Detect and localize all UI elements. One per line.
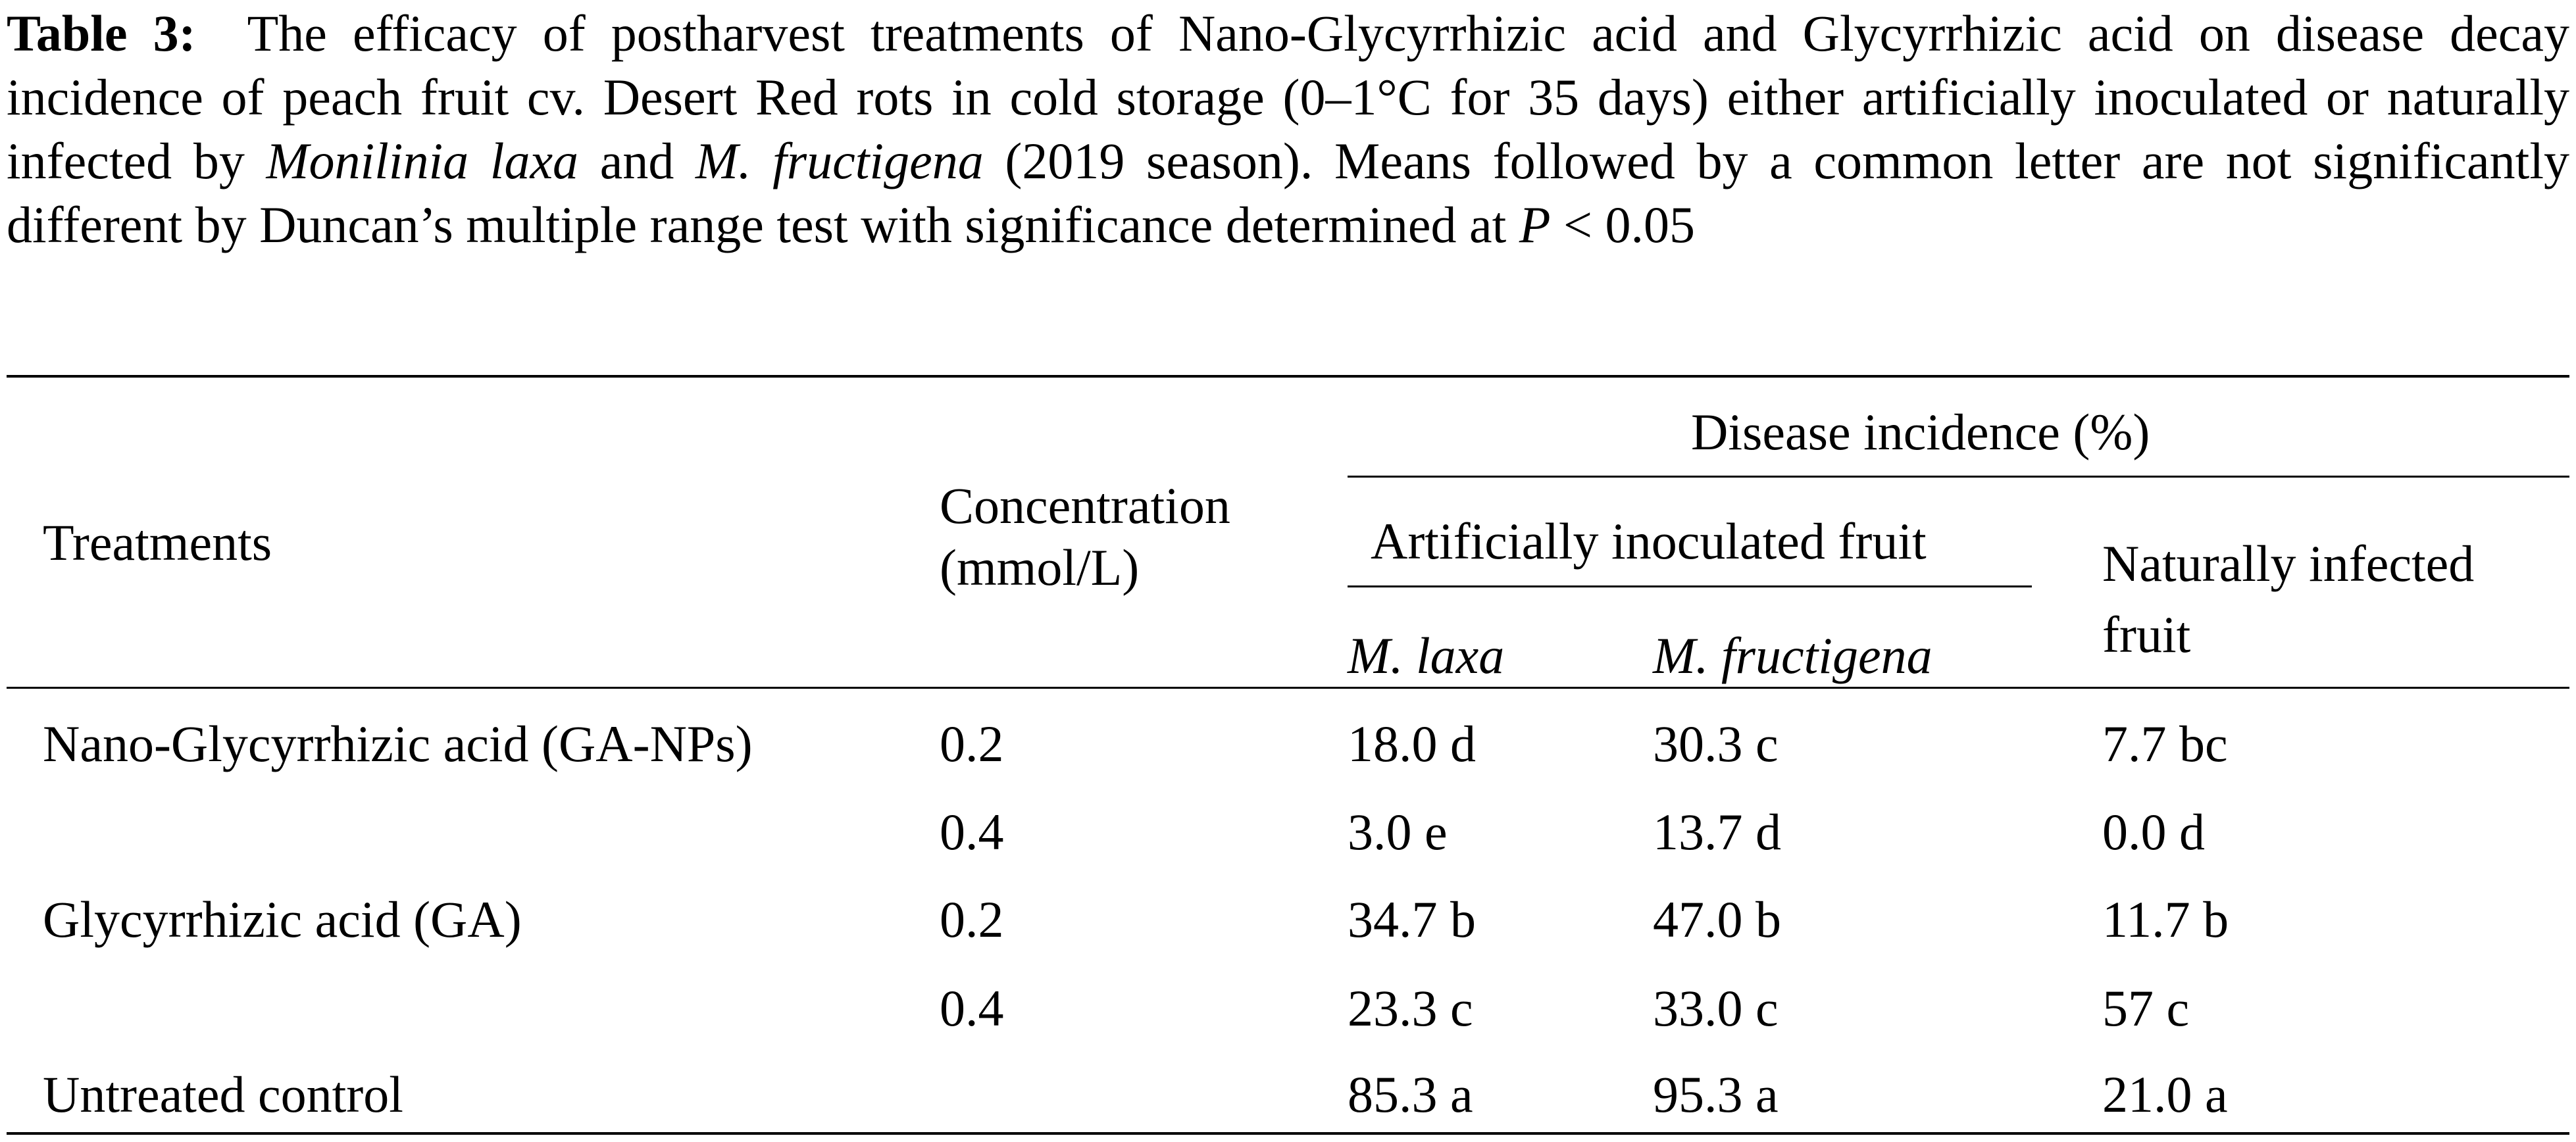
table-caption: Table 3: The efficacy of postharvest tre… <box>7 1 2569 257</box>
header-m-fructigena: M. fructigena <box>1653 627 1932 684</box>
row-treatment: Glycyrrhizic acid (GA) <box>43 891 522 948</box>
row-m-laxa: 23.3 c <box>1348 980 1473 1037</box>
row-m-fructigena: 95.3 a <box>1653 1066 1779 1123</box>
row-m-fructigena: 30.3 c <box>1653 715 1779 772</box>
caption-text-4: < 0.05 <box>1550 196 1695 253</box>
header-treatments: Treatments <box>43 514 272 571</box>
row-concentration: 0.4 <box>940 803 1004 860</box>
row-natural: 57 c <box>2102 980 2190 1037</box>
row-m-laxa: 34.7 b <box>1348 891 1476 948</box>
caption-text-2: and <box>578 132 695 189</box>
row-m-laxa: 18.0 d <box>1348 715 1476 772</box>
disease-incidence-rule <box>1348 476 2569 478</box>
caption-text-3: (2019 season). Means followed by a commo… <box>7 132 2569 253</box>
caption-text-1: The efficacy of postharvest treatments o… <box>7 5 2570 189</box>
row-natural: 11.7 b <box>2102 891 2229 948</box>
header-artificially-inoculated: Artificially inoculated fruit <box>1371 512 1927 570</box>
artificial-inoculation-rule <box>1348 585 2032 587</box>
row-m-laxa: 3.0 e <box>1348 803 1448 860</box>
header-m-laxa: M. laxa <box>1348 627 1505 684</box>
header-naturally-line2: fruit <box>2102 606 2191 663</box>
caption-species-2: M. fructigena <box>695 132 984 189</box>
row-natural: 7.7 bc <box>2102 715 2228 772</box>
row-concentration: 0.2 <box>940 891 1004 948</box>
row-m-fructigena: 33.0 c <box>1653 980 1779 1037</box>
table-bottom-rule <box>7 1132 2569 1135</box>
header-disease-incidence: Disease incidence (%) <box>1691 403 2150 460</box>
row-natural: 21.0 a <box>2102 1066 2228 1123</box>
caption-p-symbol: P <box>1519 196 1551 253</box>
row-m-laxa: 85.3 a <box>1348 1066 1473 1123</box>
row-natural: 0.0 d <box>2102 803 2205 860</box>
row-treatment: Untreated control <box>43 1066 403 1123</box>
header-concentration-line2: (mmol/L) <box>940 539 1140 596</box>
header-bottom-rule <box>7 687 2569 689</box>
row-concentration: 0.4 <box>940 980 1004 1037</box>
header-naturally-line1: Naturally infected <box>2102 535 2475 592</box>
row-treatment: Nano-Glycyrrhizic acid (GA-NPs) <box>43 715 753 772</box>
header-concentration-line1: Concentration <box>940 477 1230 534</box>
row-m-fructigena: 47.0 b <box>1653 891 1781 948</box>
row-m-fructigena: 13.7 d <box>1653 803 1781 860</box>
caption-species-1: Monilinia laxa <box>266 132 579 189</box>
table-top-rule <box>7 375 2569 378</box>
row-concentration: 0.2 <box>940 715 1004 772</box>
caption-label: Table 3: <box>7 5 196 62</box>
